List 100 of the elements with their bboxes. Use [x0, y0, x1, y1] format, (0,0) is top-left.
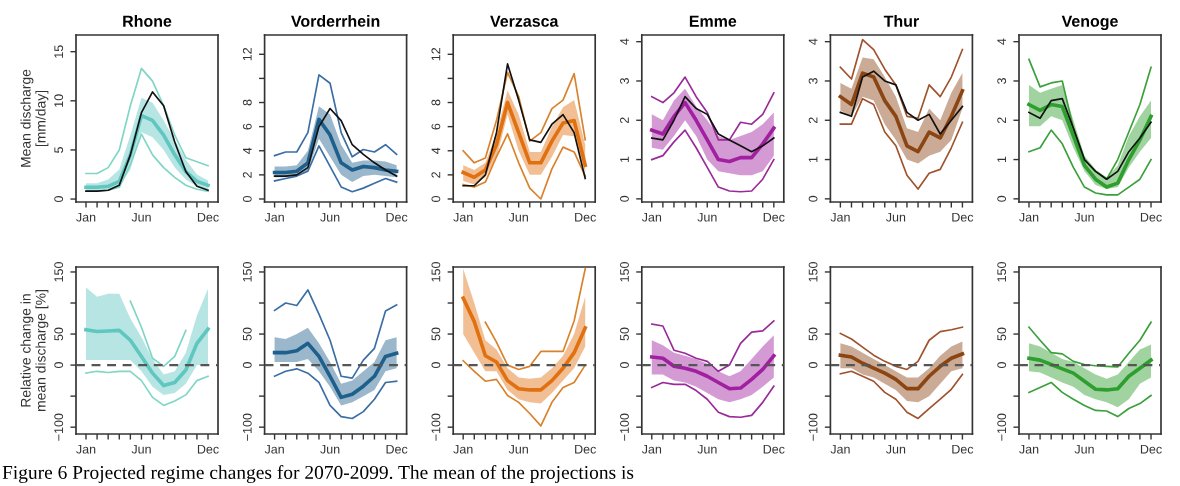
y-tick-label: 2: [431, 172, 441, 178]
line-series: [462, 63, 587, 187]
x-tick-label: Dec: [197, 444, 219, 454]
y-tick-label: 50: [431, 327, 441, 341]
y-tick-label: 4: [431, 147, 441, 154]
y-tick-label: 2: [808, 117, 818, 124]
x-tick-label: Jun: [1074, 212, 1094, 222]
x-tick-label: Jun: [508, 444, 528, 454]
y-tick-label: 4: [997, 38, 1006, 45]
x-tick-label: Jan: [453, 212, 473, 222]
y-tick-label: 50: [242, 327, 252, 341]
line-series: [84, 327, 210, 388]
x-tick-label: Jan: [830, 444, 850, 454]
line-series: [129, 300, 187, 368]
y-tick-label: 6: [242, 123, 252, 130]
y-tick-label: 0: [54, 196, 64, 203]
line-series: [85, 370, 209, 407]
x-tick-label: Jun: [885, 212, 906, 222]
x-tick-label: Dec: [952, 444, 974, 454]
y-tick-label: 0: [431, 362, 441, 369]
x-tick-label: Jan: [641, 444, 662, 454]
y-tick-label: 12: [242, 47, 252, 61]
x-tick-label: Dec: [763, 212, 785, 222]
line-series: [462, 71, 587, 164]
x-tick-label: Jun: [131, 444, 151, 454]
y-tick-label: −100: [620, 413, 629, 441]
line-series: [649, 100, 776, 164]
y-tick-label: 8: [242, 99, 252, 106]
y-tick-label: 0: [54, 362, 64, 369]
x-tick-label: Jun: [320, 444, 340, 454]
y-tick-label: 1: [620, 156, 629, 163]
line-series: [839, 326, 964, 371]
y-tick-label: 50: [808, 327, 818, 341]
chart-title: Thur: [883, 15, 919, 27]
y-tick-label: 15: [54, 45, 64, 58]
line-series: [838, 352, 965, 391]
chart-title: Verzasca: [490, 15, 559, 27]
y-tick-label: 4: [620, 38, 629, 45]
x-tick-label: Dec: [386, 444, 408, 454]
line-series: [839, 70, 964, 135]
y-tick-label: −100: [431, 413, 441, 441]
line-series: [273, 73, 398, 158]
y-tick-label: 150: [620, 262, 629, 282]
line-series: [272, 117, 399, 175]
x-tick-label: Jan: [1019, 212, 1039, 222]
line-series: [650, 76, 775, 141]
y-tick-label: 0: [808, 362, 818, 369]
x-tick-label: Dec: [575, 444, 596, 454]
x-tick-label: Dec: [575, 212, 596, 222]
y-tick-label: 10: [54, 94, 64, 107]
y-axis-title: Mean discharge [mm/day]: [20, 69, 49, 167]
caption: Figure 6 Projected regime changes for 2070-2099. The mean of the projections is: [2, 465, 634, 483]
y-tick-label: 0: [808, 195, 818, 202]
line-series: [839, 370, 964, 420]
line-series: [1027, 356, 1153, 392]
line-series: [650, 129, 775, 193]
y-tick-label: 50: [54, 327, 64, 341]
y-tick-label: 50: [620, 327, 629, 341]
chart-title: Venoge: [1061, 15, 1118, 31]
x-tick-label: Jun: [131, 212, 151, 222]
y-tick-label: 2: [620, 117, 629, 124]
x-tick-label: Jan: [1019, 444, 1039, 454]
y-tick-label: −100: [242, 413, 252, 441]
x-tick-label: Dec: [763, 444, 785, 454]
y-tick-label: 4: [242, 147, 252, 154]
line-series: [462, 133, 587, 200]
y-tick-label: 1: [997, 156, 1006, 163]
y-tick-label: −100: [54, 413, 64, 441]
y-tick-label: 0: [242, 196, 252, 202]
y-tick-label: 6: [431, 123, 441, 130]
line-series: [1028, 321, 1152, 368]
x-tick-label: Jun: [885, 444, 906, 454]
line-series: [1028, 97, 1152, 181]
y-tick-label: 150: [54, 262, 64, 282]
x-tick-label: Jan: [76, 444, 96, 454]
x-tick-label: Jan: [264, 212, 284, 222]
y-tick-label: 0: [431, 196, 441, 202]
line-series: [839, 38, 964, 120]
line-series: [650, 320, 775, 373]
line-series: [650, 95, 775, 153]
y-tick-label: 50: [997, 327, 1007, 341]
y-tick-label: 5: [54, 146, 64, 153]
y-tick-label: 150: [997, 262, 1007, 282]
x-tick-label: Dec: [1140, 444, 1162, 454]
x-tick-label: Jun: [508, 212, 528, 222]
line-series: [273, 289, 398, 379]
y-axis-title: Relative change in mean discharge [%]: [20, 290, 49, 411]
line-series: [462, 359, 587, 427]
x-tick-label: Jun: [697, 212, 717, 222]
x-tick-label: Jun: [1074, 444, 1094, 454]
line-series: [273, 367, 398, 420]
y-tick-label: 0: [242, 362, 252, 369]
line-series: [85, 67, 209, 175]
line-series: [839, 97, 964, 190]
y-tick-label: 150: [808, 262, 818, 282]
chart-title: Vorderrhein: [291, 15, 380, 27]
x-tick-label: Jan: [453, 444, 473, 454]
x-tick-label: Jun: [697, 444, 717, 454]
y-tick-label: 3: [808, 78, 818, 84]
y-tick-label: 2: [242, 172, 252, 178]
